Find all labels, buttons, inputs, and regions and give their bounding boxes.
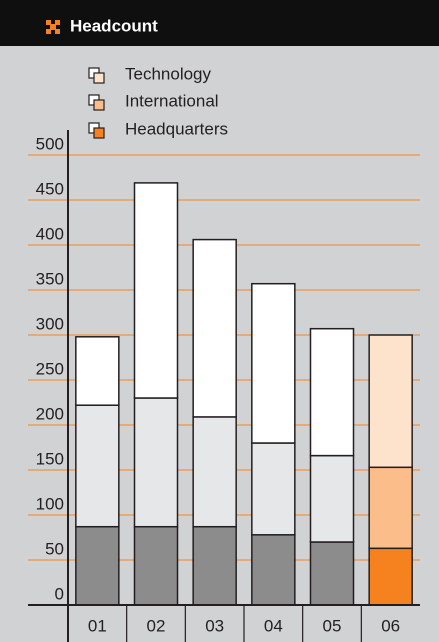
bar-segment — [368, 466, 413, 550]
legend-icon — [93, 72, 105, 84]
y-tick-label: 250 — [36, 359, 64, 378]
x-tick-label: 01 — [88, 616, 107, 635]
y-tick-label: 0 — [55, 584, 64, 603]
bar-segment — [192, 525, 237, 606]
legend-label: International — [125, 91, 219, 110]
bar-segment — [75, 525, 120, 606]
bar-segment — [309, 541, 355, 606]
y-tick-label: 300 — [36, 314, 64, 333]
chart-title: Headcount — [70, 16, 158, 35]
x-tick-label: 02 — [147, 616, 166, 635]
bar-segment — [368, 334, 413, 469]
bar-segment — [133, 525, 179, 606]
x-tick-label: 06 — [381, 616, 400, 635]
bar-segment — [309, 454, 355, 543]
bar-segment — [251, 282, 296, 444]
legend-icon — [93, 99, 105, 111]
bar-segment — [75, 336, 120, 406]
bar-segment — [251, 534, 296, 606]
bar-segment — [75, 404, 120, 528]
x-tick-label: 04 — [264, 616, 283, 635]
bar-segment — [309, 327, 355, 457]
bar-segment — [251, 442, 296, 536]
y-tick-label: 50 — [45, 539, 64, 558]
y-tick-label: 400 — [36, 224, 64, 243]
bar-segment — [192, 238, 237, 418]
bar-segment — [368, 547, 413, 606]
y-tick-label: 350 — [36, 269, 64, 288]
x-tick-label: 03 — [205, 616, 224, 635]
bar-segment — [133, 182, 179, 399]
bar-segment — [192, 416, 237, 528]
y-tick-label: 150 — [36, 449, 64, 468]
y-tick-label: 450 — [36, 179, 64, 198]
y-tick-label: 500 — [36, 134, 64, 153]
legend-label: Headquarters — [125, 119, 228, 138]
x-tick-label: 05 — [323, 616, 342, 635]
header-icon — [46, 20, 60, 34]
legend-label: Technology — [125, 64, 212, 83]
legend-icon — [93, 127, 105, 139]
bar-segment — [133, 397, 179, 528]
y-tick-label: 100 — [36, 494, 64, 513]
header — [0, 0, 439, 46]
y-tick-label: 200 — [36, 404, 64, 423]
